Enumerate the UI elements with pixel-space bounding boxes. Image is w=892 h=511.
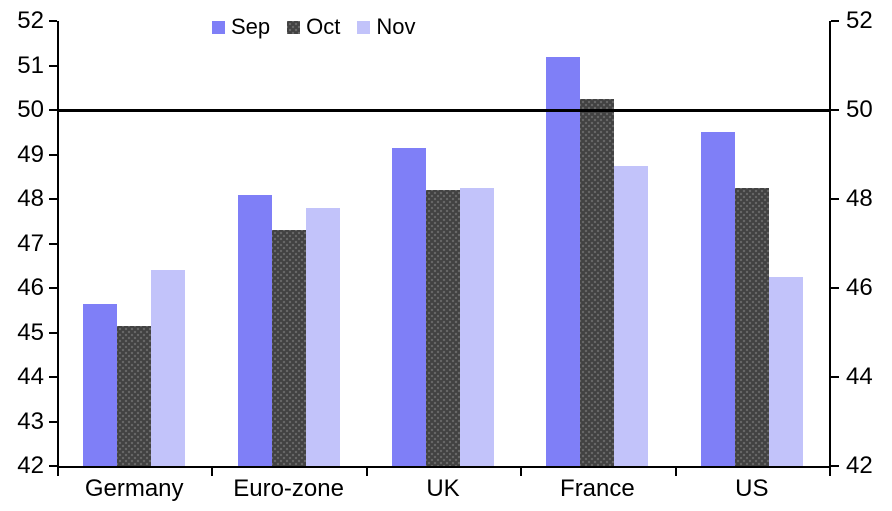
- bar-nov-france: [614, 165, 649, 466]
- y-axis-right-tick-44: [831, 376, 839, 378]
- bar-oct-us: [734, 187, 769, 466]
- legend-label-sep: Sep: [231, 14, 271, 39]
- y-axis-right-label-46: 46: [846, 274, 873, 301]
- y-axis-left-label-52: 52: [17, 7, 44, 34]
- legend-swatch-sep-icon: [212, 20, 225, 34]
- y-axis-right-tick-48: [831, 198, 839, 200]
- bar-oct-uk: [426, 190, 460, 466]
- bar-sep-france: [546, 56, 581, 466]
- bar-oct-germany: [117, 325, 152, 466]
- bar-oct-euro-zone: [271, 230, 306, 466]
- bar-nov-germany: [151, 270, 186, 466]
- reference-line-50: [57, 109, 831, 112]
- y-axis-right-tick-50: [831, 109, 839, 111]
- y-axis-left-label-42: 42: [17, 452, 44, 479]
- y-axis-left-label-45: 45: [17, 318, 44, 346]
- x-axis-label-euro-zone: Euro-zone: [233, 475, 344, 502]
- x-axis-boundary-tick-5: [829, 468, 831, 476]
- y-axis-left-tick-52: [49, 20, 57, 22]
- x-axis-boundary-tick-1: [211, 468, 214, 476]
- y-axis-left-tick-50: [49, 109, 57, 111]
- legend-item-nov: Nov: [357, 14, 416, 39]
- y-axis-left-tick-42: [49, 465, 57, 467]
- y-axis-right-label-48: 48: [846, 185, 873, 212]
- y-axis-right-label-42: 42: [846, 452, 873, 479]
- bar-nov-uk: [460, 187, 494, 466]
- y-axis-right-tick-42: [831, 465, 839, 467]
- y-axis-right-tick-46: [831, 287, 839, 289]
- y-axis-right-label-52: 52: [846, 7, 873, 34]
- y-axis-right-label-44: 44: [846, 363, 873, 390]
- x-axis-line: [57, 466, 831, 468]
- y-axis-right-tick-52: [831, 20, 839, 22]
- bar-sep-uk: [392, 147, 426, 466]
- y-axis-left-label-46: 46: [17, 274, 44, 301]
- x-axis-label-france: France: [560, 475, 635, 502]
- y-axis-left-tick-47: [49, 242, 57, 245]
- y-axis-left-tick-43: [49, 420, 57, 423]
- y-axis-left-tick-46: [49, 287, 57, 289]
- bar-sep-germany: [83, 303, 118, 466]
- x-axis-boundary-tick-2: [365, 468, 368, 476]
- bar-nov-euro-zone: [305, 207, 340, 466]
- x-axis-boundary-tick-0: [57, 468, 59, 476]
- x-axis-label-us: US: [735, 475, 769, 502]
- legend-swatch-nov-icon: [357, 20, 371, 34]
- x-axis-boundary-tick-4: [674, 468, 677, 476]
- legend-swatch-oct-icon: [287, 20, 301, 34]
- y-axis-right-label-50: 50: [846, 96, 873, 123]
- y-axis-left-label-44: 44: [17, 363, 44, 390]
- x-axis-label-germany: Germany: [84, 475, 184, 502]
- y-axis-left-label-47: 47: [17, 229, 44, 257]
- y-axis-left-tick-48: [49, 198, 57, 200]
- bar-nov-us: [768, 276, 803, 466]
- y-axis-left-tick-45: [49, 331, 57, 334]
- x-axis-boundary-tick-3: [520, 468, 523, 476]
- x-axis-label-uk: UK: [426, 475, 460, 502]
- y-axis-left-label-49: 49: [17, 140, 44, 168]
- legend-item-oct: Oct: [287, 15, 340, 39]
- y-axis-left-label-51: 51: [17, 51, 44, 79]
- y-axis-left-line: [57, 21, 59, 468]
- bar-sep-euro-zone: [237, 194, 272, 466]
- y-axis-right-line: [829, 21, 831, 468]
- bar-oct-france: [580, 98, 615, 466]
- y-axis-left-label-48: 48: [17, 185, 44, 212]
- bar-sep-us: [700, 132, 735, 466]
- legend-item-sep: Sep: [212, 15, 270, 39]
- y-axis-left-label-50: 50: [17, 96, 44, 123]
- y-axis-left-tick-51: [49, 64, 57, 67]
- chart-legend: Sep Oct Nov: [212, 15, 416, 39]
- y-axis-left-label-43: 43: [17, 407, 44, 435]
- legend-label-oct: Oct: [306, 14, 341, 39]
- legend-label-nov: Nov: [376, 14, 416, 39]
- y-axis-left-tick-44: [49, 376, 57, 378]
- y-axis-left-tick-49: [49, 153, 57, 156]
